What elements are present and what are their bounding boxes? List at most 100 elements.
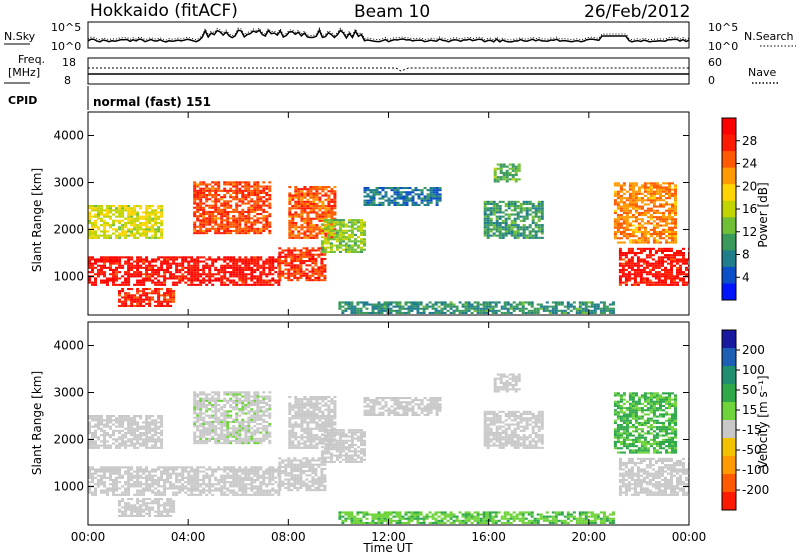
- heatmap-cell: [139, 298, 143, 301]
- heatmap-cell: [398, 305, 402, 308]
- heatmap-cell: [178, 487, 182, 490]
- heatmap-cell: [121, 226, 125, 229]
- heatmap-cell: [241, 481, 245, 484]
- heatmap-cell: [333, 205, 337, 208]
- heatmap-cell: [124, 466, 128, 469]
- heatmap-cell: [627, 262, 631, 265]
- heatmap-cell: [640, 220, 644, 223]
- heatmap-cell: [288, 192, 292, 195]
- heatmap-cell: [359, 307, 363, 310]
- heatmap-cell: [284, 262, 288, 265]
- heatmap-cell: [121, 209, 125, 212]
- heatmap-cell: [335, 240, 339, 243]
- heatmap-cell: [157, 217, 161, 220]
- heatmap-cell: [491, 307, 495, 310]
- heatmap-cell: [305, 457, 309, 460]
- heatmap-cell: [244, 185, 248, 188]
- heatmap-cell: [314, 474, 318, 477]
- heatmap-cell: [621, 273, 625, 276]
- heatmap-cell: [312, 192, 316, 195]
- heatmap-cell: [211, 225, 215, 228]
- heatmap-cell: [166, 292, 170, 295]
- heatmap-cell: [581, 311, 585, 314]
- heatmap-cell: [374, 311, 378, 314]
- heatmap-cell: [97, 236, 100, 239]
- heatmap-cell: [461, 309, 465, 312]
- heatmap-cell: [196, 283, 200, 286]
- heatmap-cell: [375, 193, 379, 196]
- heatmap-cell: [265, 185, 269, 188]
- heatmap-cell: [299, 270, 303, 273]
- heatmap-cell: [142, 476, 146, 479]
- heatmap-cell: [575, 311, 579, 314]
- heatmap-cell: [613, 224, 617, 227]
- heatmap-cell: [124, 302, 128, 305]
- heatmap-cell: [157, 510, 161, 513]
- heatmap-cell: [575, 309, 579, 312]
- heatmap-cell: [256, 258, 260, 261]
- heatmap-cell: [109, 205, 112, 208]
- heatmap-cell: [321, 194, 325, 197]
- heatmap-cell: [211, 215, 215, 218]
- heatmap-cell: [353, 238, 357, 241]
- heatmap-cell: [306, 188, 310, 191]
- heatmap-cell: [193, 485, 197, 488]
- heatmap-cell: [202, 439, 206, 442]
- heatmap-cell: [268, 491, 272, 494]
- heatmap-cell: [211, 262, 215, 265]
- heatmap-cell: [383, 301, 387, 304]
- heatmap-cell: [673, 275, 676, 278]
- heatmap-cell: [674, 186, 677, 189]
- heatmap-cell: [648, 283, 652, 286]
- heatmap-cell: [628, 235, 632, 238]
- heatmap-cell: [335, 223, 339, 226]
- heatmap-cell: [628, 192, 632, 195]
- heatmap-cell: [157, 491, 161, 494]
- heatmap-cell: [486, 200, 490, 203]
- heatmap-cell: [540, 207, 544, 210]
- heatmap-cell: [241, 279, 245, 282]
- heatmap-cell: [220, 493, 224, 496]
- heatmap-cell: [106, 279, 109, 282]
- heatmap-cell: [621, 264, 625, 267]
- heatmap-cell: [130, 258, 134, 261]
- heatmap-cell: [425, 307, 429, 310]
- heatmap-cell: [223, 485, 227, 488]
- heatmap-cell: [88, 260, 91, 263]
- heatmap-cell: [241, 258, 245, 261]
- heatmap-cell: [495, 215, 499, 218]
- heatmap-cell: [175, 283, 179, 286]
- heatmap-cell: [306, 224, 310, 227]
- heatmap-cell: [473, 305, 477, 308]
- heatmap-cell: [652, 239, 656, 242]
- heatmap-cell: [637, 224, 641, 227]
- heatmap-cell: [208, 268, 212, 271]
- heatmap-cell: [631, 233, 635, 236]
- heatmap-cell: [537, 228, 541, 231]
- heatmap-cell: [166, 478, 170, 481]
- heatmap-cell: [202, 183, 206, 186]
- heatmap-cell: [145, 474, 149, 477]
- heatmap-cell: [100, 234, 103, 237]
- heatmap-cell: [676, 273, 679, 276]
- heatmap-cell: [515, 303, 519, 306]
- heatmap-cell: [163, 506, 167, 509]
- heatmap-cell: [659, 224, 662, 227]
- heatmap-cell: [514, 174, 518, 177]
- heatmap-cell: [482, 307, 486, 310]
- heatmap-cell: [659, 216, 662, 219]
- heatmap-cell: [118, 215, 122, 218]
- heatmap-cell: [634, 192, 638, 195]
- heatmap-cell: [507, 205, 511, 208]
- heatmap-cell: [557, 309, 561, 312]
- heatmap-cell: [244, 474, 248, 477]
- heatmap-cell: [306, 219, 310, 222]
- heatmap-cell: [320, 264, 324, 267]
- heatmap-cell: [374, 307, 378, 310]
- heatmap-cell: [271, 279, 275, 282]
- heatmap-cell: [193, 423, 197, 426]
- heatmap-cell: [220, 264, 224, 267]
- heatmap-cell: [157, 292, 161, 295]
- heatmap-cell: [624, 279, 628, 282]
- heatmap-cell: [193, 470, 197, 473]
